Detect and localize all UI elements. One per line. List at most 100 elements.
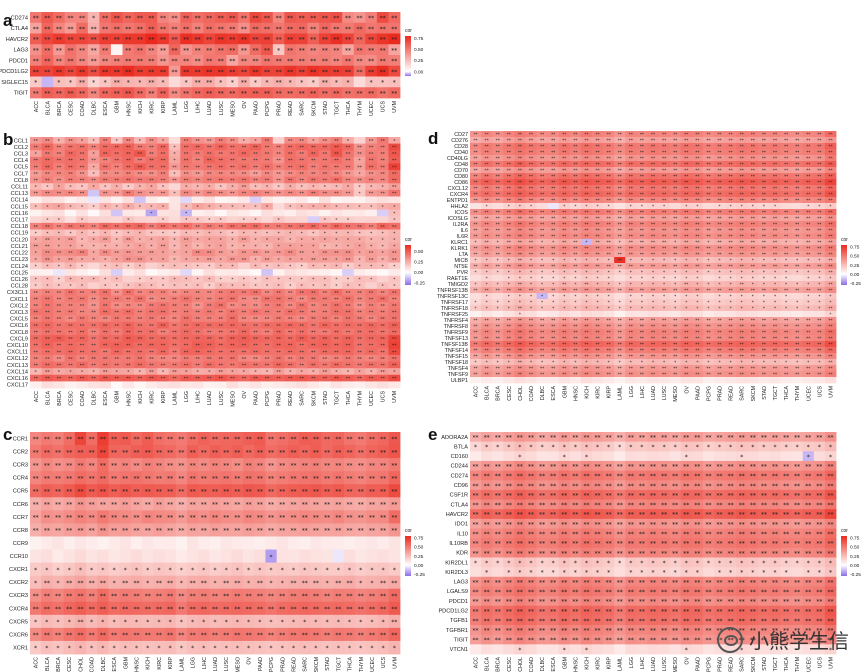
- significance-mark: **: [57, 152, 62, 158]
- significance-mark: **: [380, 165, 385, 171]
- significance-mark: **: [230, 363, 235, 369]
- significance-mark: **: [784, 180, 788, 185]
- significance-mark: **: [257, 462, 263, 469]
- row-label: CXCL9: [10, 336, 28, 342]
- heatmap-cell: [295, 22, 308, 34]
- significance-mark: **: [595, 138, 599, 143]
- significance-mark: **: [33, 337, 38, 343]
- significance-mark: **: [392, 304, 397, 310]
- significance-mark: **: [184, 152, 189, 158]
- significance-mark: **: [368, 15, 374, 22]
- heatmap-cell: [353, 76, 366, 88]
- significance-mark: **: [80, 290, 85, 296]
- significance-mark: **: [242, 171, 247, 177]
- significance-mark: **: [45, 343, 50, 349]
- significance-mark: **: [114, 310, 119, 316]
- significance-mark: **: [287, 47, 293, 54]
- significance-mark: *: [314, 567, 317, 574]
- heatmap-cell: [332, 549, 345, 563]
- significance-mark: **: [195, 323, 200, 329]
- significance-mark: **: [299, 26, 305, 33]
- significance-mark: **: [207, 297, 212, 303]
- significance-mark: **: [288, 304, 293, 310]
- significance-mark: **: [257, 528, 263, 535]
- significance-mark: **: [66, 515, 72, 522]
- significance-mark: *: [258, 619, 261, 626]
- significance-mark: **: [160, 58, 166, 65]
- significance-mark: **: [125, 15, 131, 22]
- significance-mark: **: [392, 330, 397, 336]
- heatmap-cell: [30, 143, 42, 151]
- significance-mark: *: [563, 204, 565, 209]
- significance-mark: **: [717, 192, 721, 197]
- significance-mark: **: [137, 58, 143, 65]
- significance-mark: *: [225, 619, 228, 626]
- heatmap-cell: [376, 216, 389, 224]
- significance-mark: **: [618, 150, 622, 155]
- significance-mark: **: [223, 632, 229, 639]
- heatmap-cell: [157, 12, 170, 24]
- significance-mark: **: [323, 363, 328, 369]
- heatmap-cell: [343, 536, 356, 550]
- significance-mark: **: [299, 165, 304, 171]
- significance-mark: **: [103, 165, 108, 171]
- significance-mark: **: [91, 90, 97, 97]
- heatmap-cell: [226, 87, 239, 99]
- significance-mark: **: [207, 343, 212, 349]
- significance-mark: **: [573, 216, 577, 221]
- significance-mark: **: [45, 244, 50, 250]
- significance-mark: **: [299, 58, 305, 65]
- significance-mark: *: [574, 204, 576, 209]
- significance-mark: **: [111, 475, 117, 482]
- row-label: CCL11: [11, 185, 28, 191]
- significance-mark: *: [202, 645, 205, 652]
- significance-mark: **: [302, 488, 308, 495]
- significance-mark: **: [324, 606, 330, 613]
- significance-mark: **: [629, 150, 633, 155]
- column-label: SKCM: [314, 657, 320, 672]
- significance-mark: **: [268, 488, 274, 495]
- significance-mark: **: [122, 462, 128, 469]
- significance-mark: **: [287, 90, 293, 97]
- significance-mark: **: [595, 144, 599, 149]
- heatmap-cell: [342, 55, 355, 67]
- significance-mark: **: [160, 47, 166, 54]
- significance-mark: **: [302, 462, 308, 469]
- significance-mark: **: [68, 145, 73, 151]
- heatmap-cell: [76, 269, 89, 277]
- significance-mark: **: [817, 132, 821, 137]
- significance-mark: **: [392, 185, 397, 191]
- significance-mark: **: [357, 26, 363, 33]
- significance-mark: **: [279, 632, 285, 639]
- significance-mark: **: [66, 528, 72, 535]
- significance-mark: **: [45, 370, 50, 376]
- significance-mark: **: [207, 138, 212, 144]
- significance-mark: **: [551, 168, 555, 173]
- significance-mark: **: [369, 171, 374, 177]
- significance-mark: **: [264, 15, 270, 22]
- significance-mark: *: [124, 567, 127, 574]
- heatmap-cell: [110, 216, 123, 224]
- heatmap-cell: [284, 137, 297, 145]
- significance-mark: **: [148, 47, 154, 54]
- significance-mark: **: [206, 58, 212, 65]
- significance-mark: **: [673, 162, 677, 167]
- heatmap-cell: [355, 536, 367, 550]
- heatmap-cell: [87, 269, 100, 277]
- significance-mark: **: [673, 168, 677, 173]
- significance-mark: *: [370, 580, 373, 587]
- significance-mark: **: [33, 90, 39, 97]
- column-label: LUSC: [224, 657, 230, 671]
- significance-mark: *: [236, 619, 239, 626]
- significance-mark: **: [257, 502, 263, 509]
- significance-mark: **: [126, 363, 131, 369]
- significance-mark: **: [288, 171, 293, 177]
- significance-mark: **: [195, 165, 200, 171]
- significance-mark: **: [149, 363, 154, 369]
- significance-mark: **: [161, 356, 166, 362]
- heatmap-cell: [86, 536, 98, 550]
- significance-mark: **: [125, 90, 131, 97]
- significance-mark: **: [369, 376, 374, 382]
- significance-mark: **: [161, 152, 166, 158]
- heatmap-cell: [30, 150, 42, 158]
